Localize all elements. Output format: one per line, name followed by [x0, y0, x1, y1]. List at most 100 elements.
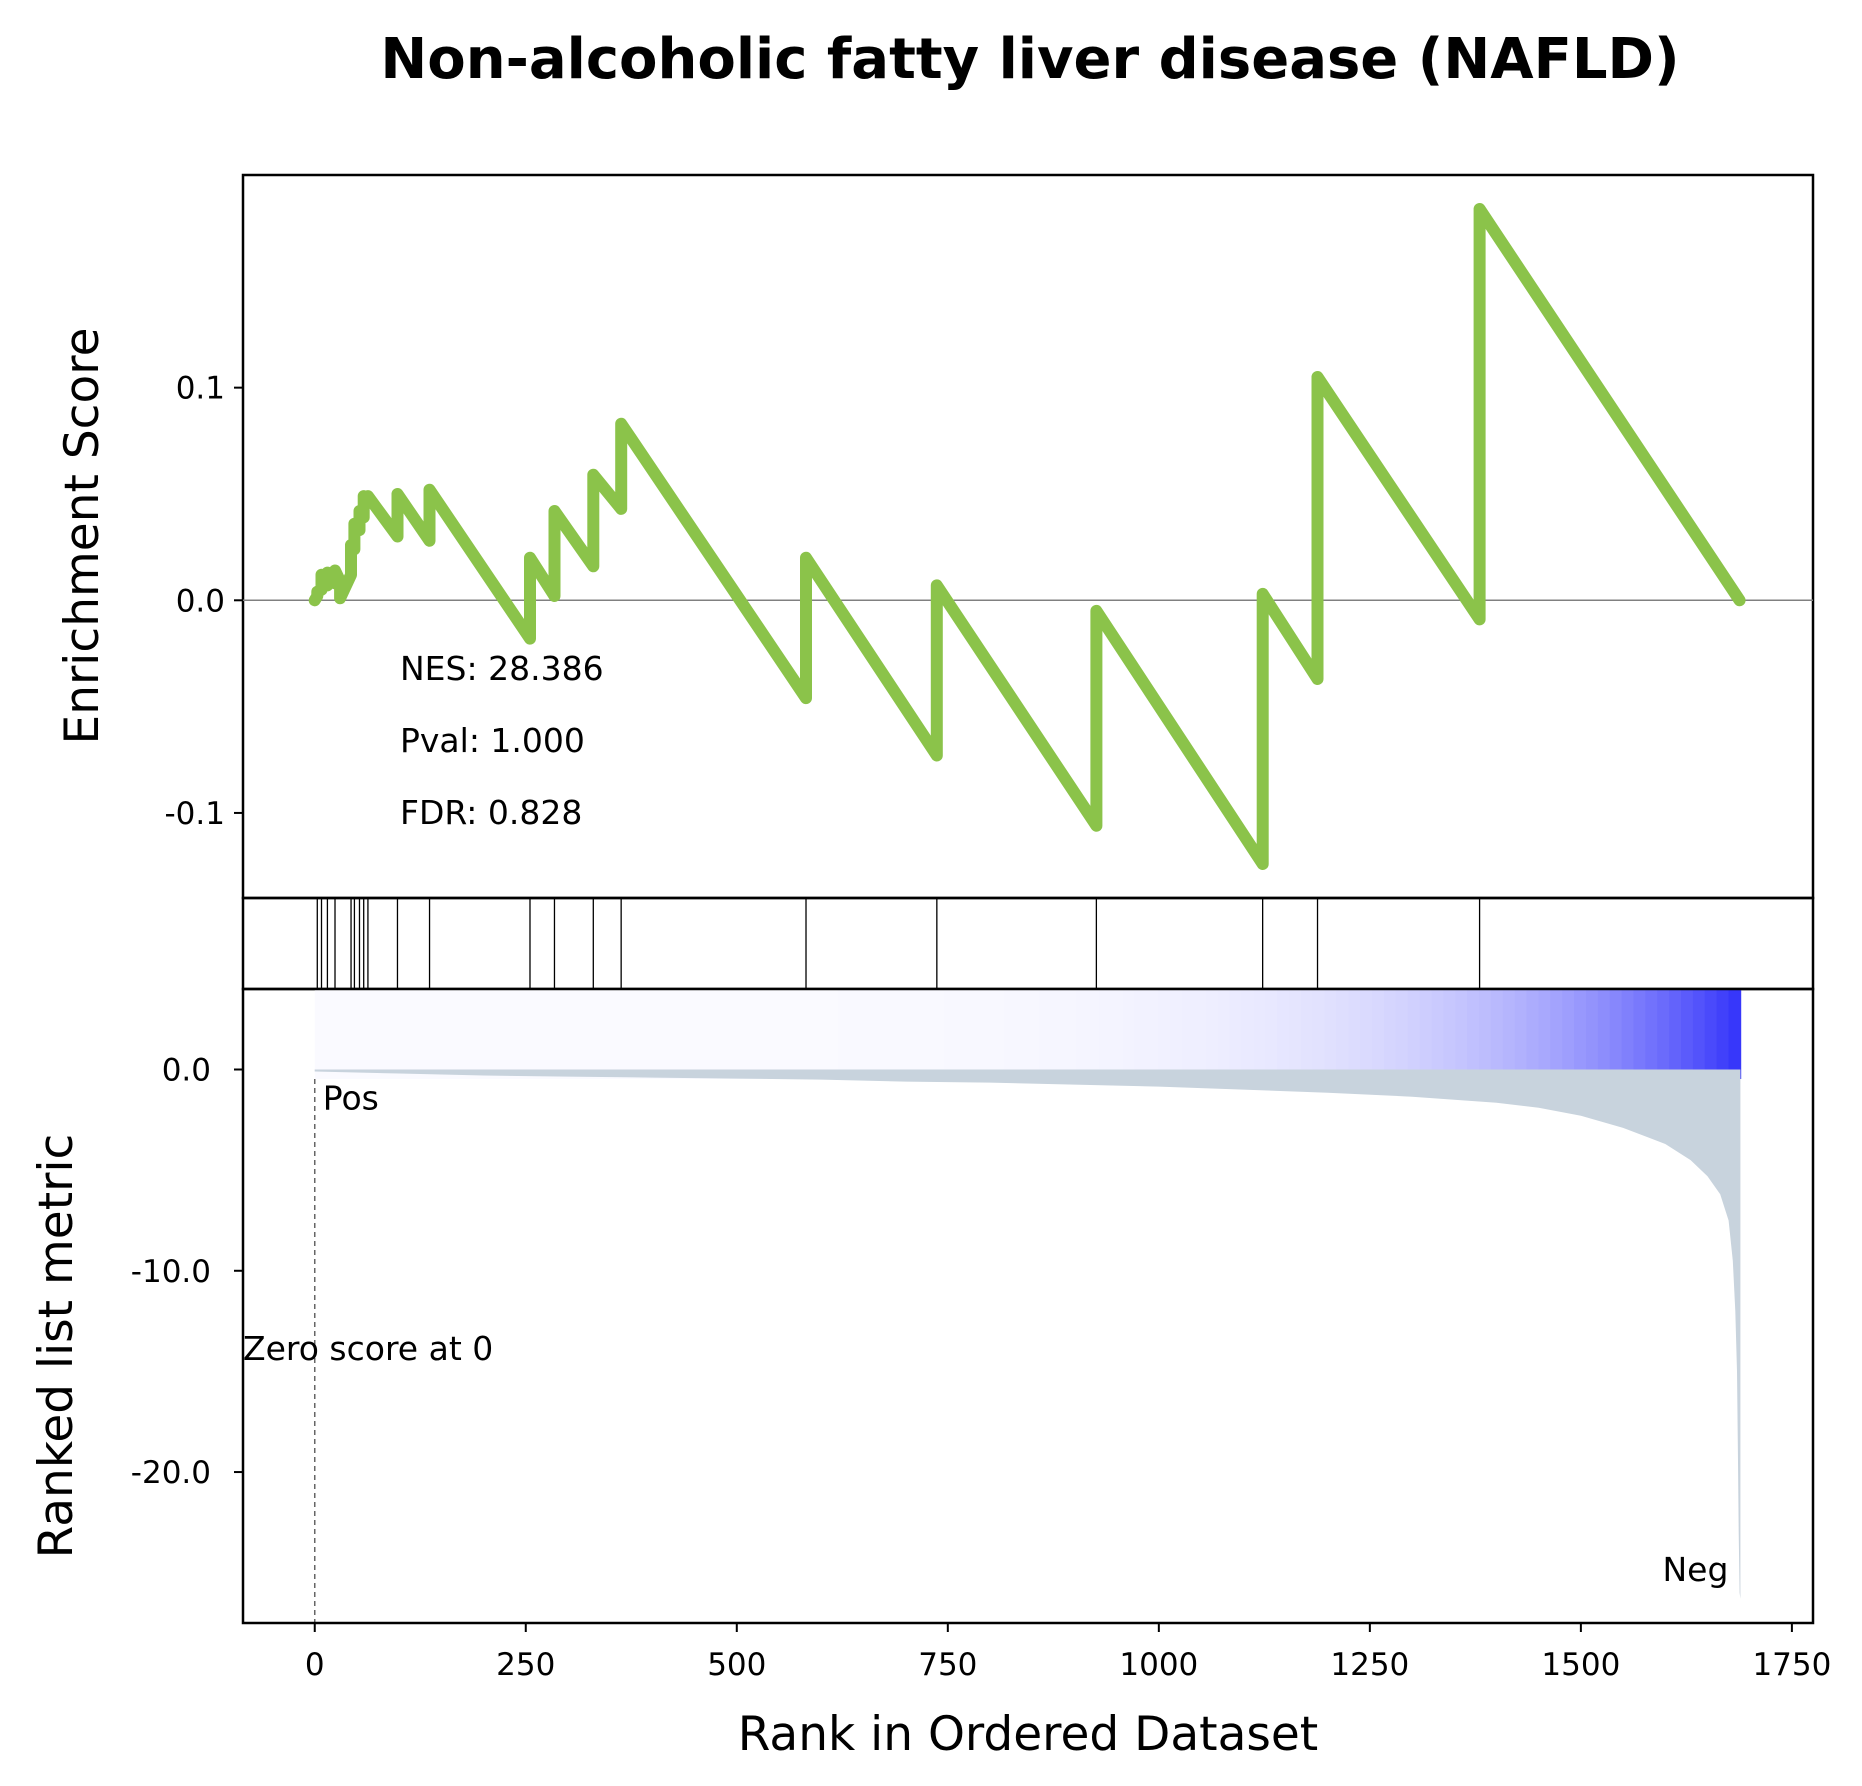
heat-strip-cell: [801, 989, 815, 1079]
heat-strip-cell: [1265, 989, 1278, 1079]
ranked-y-tick-label: -20.0: [131, 1455, 211, 1491]
heat-strip-cell: [1348, 989, 1362, 1079]
heat-strip-cell: [980, 989, 993, 1079]
heat-strip-cell: [1633, 989, 1647, 1079]
heat-strip-cell: [386, 989, 399, 1079]
heat-strip-cell: [623, 989, 637, 1079]
heat-strip-cell: [1075, 989, 1088, 1079]
heat-strip-cell: [1467, 989, 1480, 1079]
heat-strip-cell: [1455, 989, 1468, 1079]
heat-strip-cell: [1312, 989, 1326, 1079]
heat-strip-cell: [576, 989, 589, 1079]
x-tick-label: 1000: [1119, 1647, 1198, 1683]
heat-strip-cell: [1383, 989, 1397, 1079]
heat-strip-cell: [896, 989, 910, 1079]
heat-strip-cell: [492, 989, 506, 1079]
ranked-y-tick-label: -10.0: [131, 1254, 211, 1290]
ranked-y-tick-label: 0.0: [162, 1053, 211, 1089]
heat-strip-cell: [683, 989, 696, 1079]
heat-strip-cell: [409, 989, 423, 1079]
heat-strip-cell: [350, 989, 364, 1079]
heat-strip-cell: [1182, 989, 1195, 1079]
heat-strip-cell: [1193, 989, 1207, 1079]
fdr-label: FDR: 0.828: [400, 793, 582, 832]
heat-strip-cell: [1502, 989, 1516, 1079]
heat-strip-cell: [1086, 989, 1100, 1079]
heat-strip-cell: [837, 989, 851, 1079]
heat-strip-cell: [1681, 989, 1694, 1079]
heat-strip-cell: [944, 989, 958, 1079]
heat-strip-cell: [1728, 989, 1742, 1079]
hit-lines: [316, 898, 1481, 989]
pos-label: Pos: [323, 1079, 379, 1118]
heat-strip-cell: [1324, 989, 1338, 1079]
x-tick-label: 500: [707, 1647, 766, 1683]
heat-strip-cell: [1300, 989, 1314, 1079]
heat-strip-cell: [861, 989, 874, 1079]
enrichment-y-tick-label: 0.1: [176, 371, 225, 407]
heat-strip-cell: [457, 989, 470, 1079]
heat-strip-cell: [1146, 989, 1160, 1079]
ranked-metric-panel: 0.0 -10.0 -20.0 Pos Neg Zero score at 0 Ra…: [29, 987, 1815, 1625]
heat-strip-cell: [1360, 989, 1373, 1079]
heat-strip-cell: [1051, 989, 1065, 1079]
heat-strip-cell: [1443, 989, 1457, 1079]
heat-strip-cell: [1407, 989, 1421, 1079]
heat-strip-cell: [1336, 989, 1350, 1079]
x-axis: 0 250 500 750 1000 1250 1500 1750: [305, 1623, 1831, 1683]
heat-strip-cell: [1205, 989, 1219, 1079]
heat-strip-cell: [1621, 989, 1635, 1079]
heat-strip-cell: [873, 989, 886, 1079]
heat-strip-cell: [635, 989, 649, 1079]
hits-panel-frame: [241, 896, 1815, 991]
heat-strip-cell: [718, 989, 732, 1079]
heat-strip-cell: [1217, 989, 1231, 1079]
rank-heat-strip: [314, 989, 1742, 1079]
heat-strip-cell: [754, 989, 768, 1079]
heat-strip-cell: [504, 989, 518, 1079]
enrichment-line-series: [308, 203, 1746, 870]
heat-strip-cell: [825, 989, 839, 1079]
heat-strip-cell: [1538, 989, 1552, 1079]
heat-strip-cell: [1277, 989, 1290, 1079]
heat-strip-cell: [1288, 989, 1302, 1079]
heat-strip-cell: [1241, 989, 1255, 1079]
heat-strip-cell: [647, 989, 661, 1079]
heat-strip-cell: [1122, 989, 1136, 1079]
heat-strip-cell: [968, 989, 981, 1079]
ranked-y-axis-title: Ranked list metric: [29, 1134, 84, 1559]
heat-strip-cell: [1229, 989, 1243, 1079]
enrichment-y-axis-title: Enrichment Score: [55, 328, 110, 745]
neg-label: Neg: [1662, 1550, 1728, 1589]
heat-strip-cell: [421, 989, 435, 1079]
heat-strip-cell: [326, 989, 340, 1079]
gene-hits-panel: [241, 896, 1815, 991]
heat-strip-cell: [314, 989, 328, 1079]
heat-strip-cell: [528, 989, 542, 1079]
x-tick-label: 1250: [1330, 1647, 1409, 1683]
x-tick-label: 0: [305, 1647, 325, 1683]
heat-strip-cell: [1134, 989, 1148, 1079]
heat-strip-cell: [1110, 989, 1124, 1079]
heat-strip-cell: [1609, 989, 1623, 1079]
heat-strip-cell: [1585, 989, 1599, 1079]
heat-strip-cell: [694, 989, 708, 1079]
heat-strip-cell: [932, 989, 946, 1079]
x-tick-label: 750: [918, 1647, 977, 1683]
heat-strip-cell: [659, 989, 672, 1079]
heat-strip-cell: [445, 989, 459, 1079]
enrichment-score-panel: 0.1 0.0 -0.1 NES: 28.386 Pval: 1.000 FDR: …: [55, 173, 1815, 900]
heat-strip-cell: [587, 989, 601, 1079]
enrichment-y-ticks: 0.1 0.0 -0.1: [165, 371, 243, 832]
heat-strip-cell: [706, 989, 720, 1079]
x-tick-label: 250: [496, 1647, 555, 1683]
heat-strip-cell: [1692, 989, 1706, 1079]
ranked-panel-frame: [241, 987, 1815, 1625]
heat-strip-cell: [789, 989, 803, 1079]
heat-strip-cell: [1526, 989, 1540, 1079]
heat-strip-cell: [813, 989, 827, 1079]
heat-strip-cell: [469, 989, 482, 1079]
ranked-y-ticks: 0.0 -10.0 -20.0: [131, 1053, 243, 1491]
heat-strip-cell: [1003, 989, 1017, 1079]
heat-strip-cell: [1253, 989, 1266, 1079]
